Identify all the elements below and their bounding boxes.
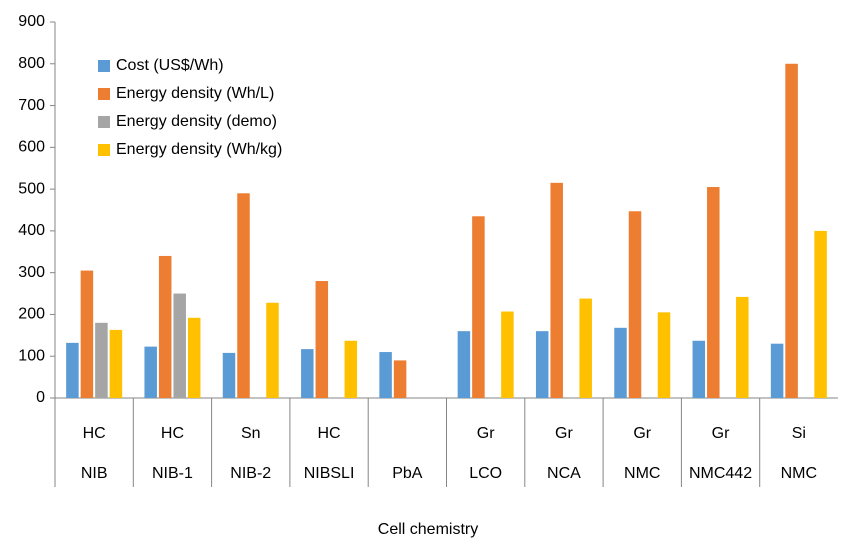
y-tick-label: 300	[18, 264, 45, 281]
legend-label: Energy density (demo)	[116, 113, 277, 130]
bar	[187, 317, 201, 398]
legend-swatch	[98, 144, 110, 156]
bar	[814, 230, 827, 398]
legend-swatch	[98, 88, 110, 100]
x-subcategory-label: Gr	[633, 425, 651, 442]
x-tick-label: NIB-1	[152, 465, 193, 482]
x-subcategory-label: Gr	[555, 425, 573, 442]
bar	[301, 349, 314, 398]
x-tick-label: NIB-2	[230, 465, 271, 482]
x-tick-label: NMC442	[689, 465, 752, 482]
x-tick-label: NMC	[781, 465, 817, 482]
x-tick-label: NIBSLI	[304, 465, 355, 482]
x-subcategory-label: Si	[792, 425, 806, 442]
bar	[785, 63, 798, 399]
bar	[315, 281, 329, 398]
bar	[736, 296, 749, 398]
y-tick-label: 900	[18, 13, 45, 30]
bar	[379, 352, 392, 398]
bar	[628, 211, 642, 398]
bar	[550, 182, 563, 398]
legend-label: Energy density (Wh/kg)	[116, 141, 282, 158]
bar	[144, 346, 157, 398]
bar	[472, 216, 485, 398]
x-subcategory-label: Gr	[712, 425, 730, 442]
bar	[770, 343, 784, 398]
bar	[344, 340, 358, 398]
bar	[266, 302, 279, 398]
bar	[707, 187, 720, 398]
legend-swatch	[98, 60, 110, 72]
x-subcategory-label: HC	[161, 425, 184, 442]
x-subcategory-label: Sn	[241, 425, 261, 442]
bar	[80, 270, 94, 398]
bar	[692, 340, 706, 398]
y-tick-label: 0	[36, 389, 45, 406]
bar	[501, 311, 514, 398]
bar	[614, 327, 627, 398]
bar	[393, 360, 407, 398]
y-tick-label: 200	[18, 306, 45, 323]
bar	[222, 352, 236, 398]
x-tick-label: LCO	[469, 465, 502, 482]
legend-label: Energy density (Wh/L)	[116, 85, 274, 102]
bar	[237, 193, 250, 398]
x-subcategory-label: HC	[83, 425, 106, 442]
bar	[457, 331, 471, 398]
y-tick-label: 700	[18, 97, 45, 114]
bar	[109, 329, 123, 398]
y-tick-label: 100	[18, 347, 45, 364]
x-axis-title: Cell chemistry	[378, 521, 478, 538]
x-tick-label: PbA	[392, 465, 423, 482]
bar	[173, 293, 186, 398]
x-tick-label: NCA	[547, 465, 581, 482]
bar	[579, 298, 592, 398]
legend-label: Cost (US$/Wh)	[116, 57, 224, 74]
bar	[66, 342, 79, 398]
y-tick-label: 400	[18, 222, 45, 239]
bar	[158, 255, 172, 398]
x-subcategory-label: HC	[317, 425, 340, 442]
bar	[535, 331, 549, 398]
x-subcategory-label: Gr	[477, 425, 495, 442]
legend-swatch	[98, 116, 110, 128]
bar	[95, 322, 108, 398]
x-tick-label: NIB	[81, 465, 108, 482]
x-tick-label: NMC	[624, 465, 660, 482]
y-tick-label: 500	[18, 180, 45, 197]
y-tick-label: 600	[18, 139, 45, 156]
y-tick-label: 800	[18, 55, 45, 72]
bar	[657, 312, 671, 398]
